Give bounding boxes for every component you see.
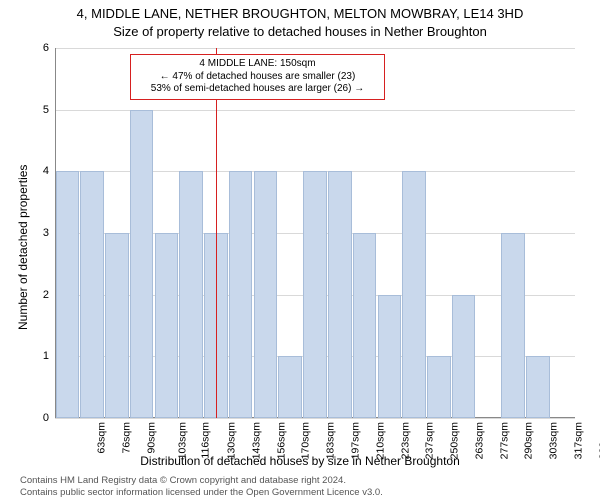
histogram-bar <box>254 171 278 418</box>
gridline <box>55 418 575 419</box>
histogram-bar <box>130 110 154 418</box>
histogram-bar <box>402 171 426 418</box>
y-tick-label: 3 <box>43 227 49 239</box>
histogram-bar <box>155 233 179 418</box>
annotation-line: 4 MIDDLE LANE: 150sqm <box>137 58 378 71</box>
histogram-bar <box>229 171 253 418</box>
plot-area: 012345663sqm76sqm90sqm103sqm116sqm130sqm… <box>55 48 575 418</box>
footer-line-1: Contains HM Land Registry data © Crown c… <box>20 475 346 486</box>
histogram-bar <box>105 233 129 418</box>
y-tick-label: 2 <box>43 289 49 301</box>
annotation-box: 4 MIDDLE LANE: 150sqm← 47% of detached h… <box>130 54 385 100</box>
histogram-bar <box>427 356 451 418</box>
y-tick-label: 6 <box>43 42 49 54</box>
y-tick-label: 1 <box>43 350 49 362</box>
chart-container: 4, MIDDLE LANE, NETHER BROUGHTON, MELTON… <box>0 0 600 500</box>
gridline <box>55 48 575 49</box>
histogram-bar <box>56 171 80 418</box>
footer-line-2: Contains public sector information licen… <box>20 487 383 498</box>
y-tick-label: 0 <box>43 412 49 424</box>
histogram-bar <box>179 171 203 418</box>
histogram-bar <box>501 233 525 418</box>
histogram-bar <box>303 171 327 418</box>
histogram-bar <box>378 295 402 418</box>
reference-line <box>216 48 218 418</box>
chart-title-main: 4, MIDDLE LANE, NETHER BROUGHTON, MELTON… <box>0 6 600 21</box>
x-tick-label: 90sqm <box>145 422 157 454</box>
y-tick-label: 5 <box>43 104 49 116</box>
annotation-line: ← 47% of detached houses are smaller (23… <box>137 71 378 84</box>
x-tick-label: 63sqm <box>96 422 108 454</box>
histogram-bar <box>278 356 302 418</box>
y-tick-label: 4 <box>43 165 49 177</box>
chart-title-sub: Size of property relative to detached ho… <box>0 24 600 39</box>
annotation-line: 53% of semi-detached houses are larger (… <box>137 83 378 96</box>
x-axis-label: Distribution of detached houses by size … <box>0 454 600 468</box>
histogram-bar <box>526 356 550 418</box>
histogram-bar <box>80 171 104 418</box>
histogram-bar <box>353 233 377 418</box>
histogram-bar <box>452 295 476 418</box>
x-tick-label: 76sqm <box>121 422 133 454</box>
y-axis-label: Number of detached properties <box>16 165 30 330</box>
histogram-bar <box>328 171 352 418</box>
